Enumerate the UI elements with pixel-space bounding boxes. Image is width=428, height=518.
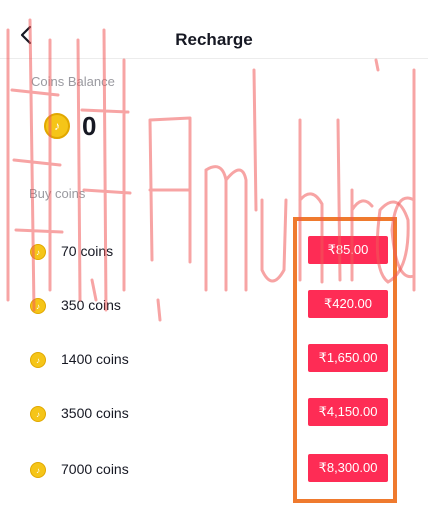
coin-package-row[interactable]: ♪ 70 coins ₹85.00: [0, 232, 428, 272]
page-title: Recharge: [175, 30, 253, 49]
tiktok-coin-icon: ♪: [30, 352, 46, 368]
price-button[interactable]: ₹85.00: [308, 236, 388, 264]
header-bar: Recharge: [0, 0, 428, 59]
coin-package-row[interactable]: ♪ 3500 coins ₹4,150.00: [0, 394, 428, 434]
coin-package-amount: 3500 coins: [61, 405, 129, 421]
price-button[interactable]: ₹4,150.00: [308, 398, 388, 426]
price-button[interactable]: ₹420.00: [308, 290, 388, 318]
tiktok-coin-icon: ♪: [30, 244, 46, 260]
coins-balance-value: 0: [82, 110, 97, 141]
coin-package-row[interactable]: ♪ 350 coins ₹420.00: [0, 286, 428, 326]
price-button[interactable]: ₹8,300.00: [308, 454, 388, 482]
coin-package-amount: 7000 coins: [61, 461, 129, 477]
tiktok-coin-icon: ♪: [30, 298, 46, 314]
price-button[interactable]: ₹1,650.00: [308, 344, 388, 372]
tiktok-coin-icon: ♪: [30, 462, 46, 478]
coin-package-row[interactable]: ♪ 7000 coins ₹8,300.00: [0, 450, 428, 490]
coin-package-row[interactable]: ♪ 1400 coins ₹1,650.00: [0, 340, 428, 380]
coin-package-amount: 1400 coins: [61, 351, 129, 367]
coins-balance: ♪ 0: [44, 110, 96, 142]
buy-coins-label: Buy coins: [29, 186, 86, 201]
coin-package-amount: 350 coins: [61, 297, 121, 313]
tiktok-coin-icon: ♪: [30, 406, 46, 422]
coin-package-amount: 70 coins: [61, 243, 114, 259]
tiktok-coin-icon: ♪: [44, 113, 70, 139]
coins-balance-label: Coins Balance: [31, 74, 115, 89]
